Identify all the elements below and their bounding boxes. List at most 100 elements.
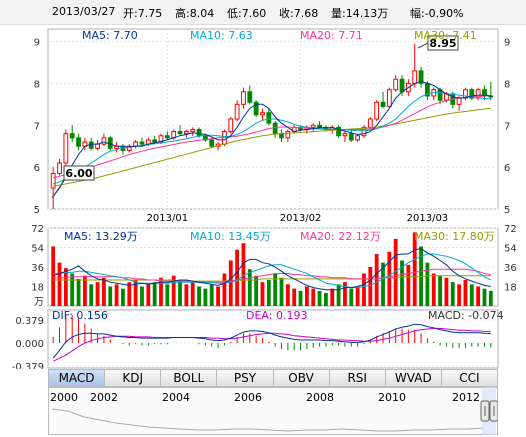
price-annotations: 8.95 6.00 xyxy=(51,35,459,199)
candle xyxy=(63,129,69,168)
candle xyxy=(253,100,259,117)
tab-boll[interactable]: BOLL xyxy=(160,369,217,387)
volume-ticks-left: 18 36 54 72 xyxy=(31,224,44,294)
candle xyxy=(380,91,386,109)
volume-bar xyxy=(121,288,125,306)
candle-body xyxy=(209,139,215,147)
indicator-tabs: MACD KDJ BOLL PSY OBV RSI WVAD CCI xyxy=(48,369,498,387)
volume-bar xyxy=(324,293,328,306)
low-label: 6.00 xyxy=(65,167,92,180)
volume-bar xyxy=(222,273,227,306)
macd-tick-label: -0.379 xyxy=(12,362,44,369)
candle xyxy=(57,158,62,176)
volume-bar xyxy=(254,275,259,306)
candle-body xyxy=(196,128,202,137)
volume-bar xyxy=(463,280,468,306)
volume-bar xyxy=(190,282,195,306)
volume-bar xyxy=(108,286,113,306)
candle xyxy=(107,135,113,151)
candle-body xyxy=(367,118,373,128)
time-range-navigator[interactable]: 2000 2002 2004 2006 2008 2010 2012 xyxy=(48,387,498,435)
candle xyxy=(418,66,424,88)
candle-body xyxy=(399,78,405,93)
candle-body xyxy=(183,131,189,135)
volume-bar xyxy=(317,290,322,306)
volume-bar xyxy=(260,282,265,306)
candle-body xyxy=(101,137,107,145)
candle xyxy=(50,167,56,209)
candle xyxy=(310,123,316,132)
candle xyxy=(266,108,272,126)
candle-body xyxy=(374,101,380,120)
volume-bar xyxy=(393,238,398,306)
tab-macd[interactable]: MACD xyxy=(48,369,105,387)
tab-cci[interactable]: CCI xyxy=(440,369,498,387)
candle-body xyxy=(152,139,158,143)
candle-body xyxy=(266,112,272,124)
volume-bar xyxy=(266,280,271,306)
macd-dea-line xyxy=(52,327,491,362)
volume-bar xyxy=(349,288,354,306)
candle-body xyxy=(234,103,240,120)
volume-bar xyxy=(127,282,132,306)
macd-tick-label: 0.000 xyxy=(15,339,44,350)
volume-grid xyxy=(48,227,498,287)
volume-bar xyxy=(102,277,106,306)
volume-bars xyxy=(51,232,493,306)
volume-tick-label: 54 xyxy=(31,244,44,255)
candle xyxy=(164,131,170,140)
volume-bar xyxy=(412,232,417,306)
price-legend-ma20: MA20: 7.71 xyxy=(300,29,363,42)
tab-rsi[interactable]: RSI xyxy=(328,369,385,387)
volume-bar xyxy=(89,284,94,306)
quote-volume: 量:14.13万 xyxy=(331,7,389,20)
tab-psy[interactable]: PSY xyxy=(216,369,273,387)
price-tick-label: 7 xyxy=(34,121,40,132)
tab-kdj[interactable]: KDJ xyxy=(104,369,161,387)
volume-bar xyxy=(51,246,56,306)
candle-body xyxy=(228,118,234,133)
candle xyxy=(488,81,494,101)
candle-body xyxy=(380,101,386,107)
volume-tick-label-right: 54 xyxy=(504,244,517,255)
candle-body xyxy=(456,97,462,105)
price-panel: 5 6 7 8 9 5 6 7 8 9 2013/01 2013/02 2013/03 8.95 6… xyxy=(34,28,510,224)
volume-bar xyxy=(381,262,385,306)
volume-bar xyxy=(140,286,144,306)
candle-body xyxy=(348,133,354,141)
volume-bar xyxy=(146,284,151,306)
volume-bar xyxy=(406,264,411,306)
candle-body xyxy=(386,89,392,107)
tab-wvad[interactable]: WVAD xyxy=(384,369,441,387)
candle-body xyxy=(418,70,424,84)
volume-bar xyxy=(425,262,430,306)
candle xyxy=(177,125,183,136)
price-tick-label: 5 xyxy=(34,205,40,216)
candle xyxy=(393,75,399,92)
volume-bar xyxy=(343,282,347,306)
candle-body xyxy=(412,70,418,84)
macd-dif-line xyxy=(52,323,491,359)
volume-ma30-line xyxy=(53,275,491,282)
macd-tick-label: 0.379 xyxy=(15,316,44,327)
candle xyxy=(126,144,132,153)
volume-bar xyxy=(184,284,189,306)
price-ma5-line xyxy=(52,80,491,197)
volume-legend-ma30: MA30: 17.80万 xyxy=(414,230,495,243)
candle-body xyxy=(247,91,253,103)
navigator-handle-icon[interactable] xyxy=(480,400,498,422)
charts-svg: 5 6 7 8 9 5 6 7 8 9 2013/01 2013/02 2013/03 8.95 6… xyxy=(12,28,517,369)
candle-body xyxy=(139,141,145,145)
macd-legend-dea: DEA: 0.193 xyxy=(246,309,307,322)
price-moving-averages xyxy=(52,80,491,197)
navigator-year-2004: 2004 xyxy=(162,391,190,404)
volume-bar xyxy=(482,288,487,306)
candle-body xyxy=(336,126,342,137)
price-x-label: 2013/01 xyxy=(147,213,189,224)
volume-bar xyxy=(374,254,379,306)
volume-bar xyxy=(279,277,284,306)
volume-bar xyxy=(304,286,309,306)
low-callout-line xyxy=(51,177,67,199)
tab-obv[interactable]: OBV xyxy=(272,369,329,387)
volume-bar xyxy=(444,277,449,306)
